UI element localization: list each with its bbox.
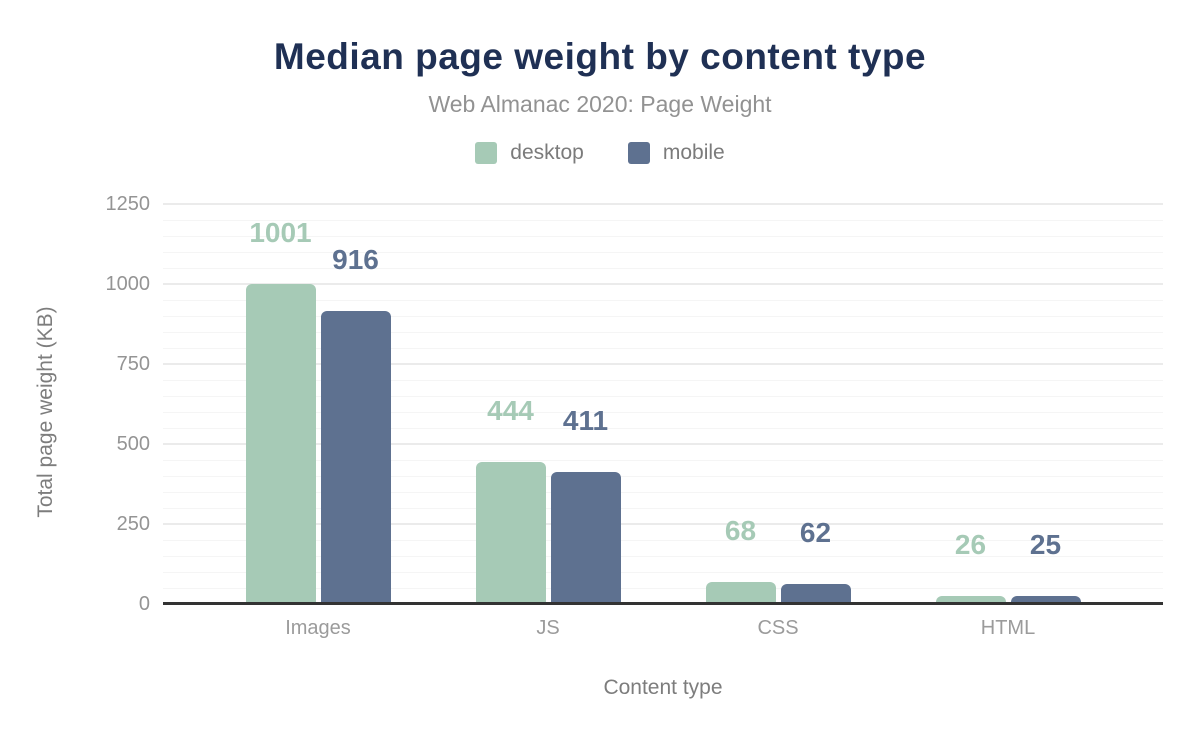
value-label-desktop-html: 26 xyxy=(954,528,987,560)
x-tick-label: HTML xyxy=(980,617,1036,639)
value-label-mobile-html: 25 xyxy=(1029,529,1062,560)
x-axis-baseline xyxy=(163,602,1163,605)
value-label-mobile-js: 411 xyxy=(562,405,609,437)
y-tick-label: 1000 xyxy=(105,273,151,295)
minor-gridline xyxy=(163,508,1163,509)
major-gridline xyxy=(163,363,1163,365)
legend-item-desktop: desktop xyxy=(475,141,584,165)
minor-gridline xyxy=(163,588,1163,589)
minor-gridline xyxy=(163,540,1163,541)
x-tick-label: CSS xyxy=(757,617,799,639)
major-gridline xyxy=(163,203,1163,205)
minor-gridline xyxy=(163,220,1163,221)
legend-label-mobile: mobile xyxy=(662,141,725,164)
minor-gridline xyxy=(163,300,1163,301)
x-tick-label: JS xyxy=(536,617,560,639)
bar-mobile-html xyxy=(1010,596,1081,604)
x-axis-title: Content type xyxy=(603,676,723,699)
y-tick-label: 1250 xyxy=(105,193,151,215)
chart-legend: desktop mobile xyxy=(0,141,1200,165)
minor-gridline xyxy=(163,460,1163,461)
minor-gridline xyxy=(163,236,1163,237)
minor-gridline xyxy=(163,476,1163,477)
y-tick-label: 750 xyxy=(116,353,150,375)
bar-desktop-images xyxy=(245,283,316,604)
value-label-mobile-images: 916 xyxy=(332,243,379,275)
major-gridline xyxy=(163,443,1163,445)
y-tick-label: 250 xyxy=(116,513,150,535)
value-label-mobile-css: 62 xyxy=(799,517,832,549)
value-label-desktop-images: 1001 xyxy=(249,216,312,248)
minor-gridline xyxy=(163,492,1163,493)
minor-gridline xyxy=(163,316,1163,317)
legend-item-mobile: mobile xyxy=(627,141,725,165)
bar-mobile-css xyxy=(780,584,851,604)
y-tick-label: 500 xyxy=(116,433,150,455)
minor-gridline xyxy=(163,332,1163,333)
chart-subtitle: Web Almanac 2020: Page Weight xyxy=(428,91,772,117)
desktop-swatch-icon xyxy=(475,142,498,164)
value-label-desktop-js: 444 xyxy=(487,394,534,426)
minor-gridline xyxy=(163,268,1163,269)
minor-gridline xyxy=(163,556,1163,557)
y-tick-label: 0 xyxy=(138,593,150,615)
minor-gridline xyxy=(163,412,1163,413)
bar-desktop-js xyxy=(475,461,546,604)
major-gridline xyxy=(163,283,1163,285)
legend-label-desktop: desktop xyxy=(510,141,584,164)
major-gridline xyxy=(163,523,1163,525)
minor-gridline xyxy=(163,252,1163,253)
x-tick-label: Images xyxy=(285,617,351,639)
minor-gridline xyxy=(163,380,1163,381)
minor-gridline xyxy=(163,348,1163,349)
bar-mobile-js xyxy=(550,472,621,604)
bar-desktop-css xyxy=(705,582,776,604)
value-label-desktop-css: 68 xyxy=(724,515,757,547)
bar-desktop-html xyxy=(935,595,1006,604)
minor-gridline xyxy=(163,396,1163,397)
bar-mobile-images xyxy=(320,310,391,604)
plot-area: 1001 916 Images 444 411 JS 68 62 CSS 26 25 HTML xyxy=(163,203,1163,639)
y-axis-title: Total page weight (KB) xyxy=(34,306,57,518)
mobile-swatch-icon xyxy=(627,142,650,164)
minor-gridline xyxy=(163,428,1163,429)
chart-title: Median page weight by content type xyxy=(273,36,927,77)
minor-gridline xyxy=(163,572,1163,573)
